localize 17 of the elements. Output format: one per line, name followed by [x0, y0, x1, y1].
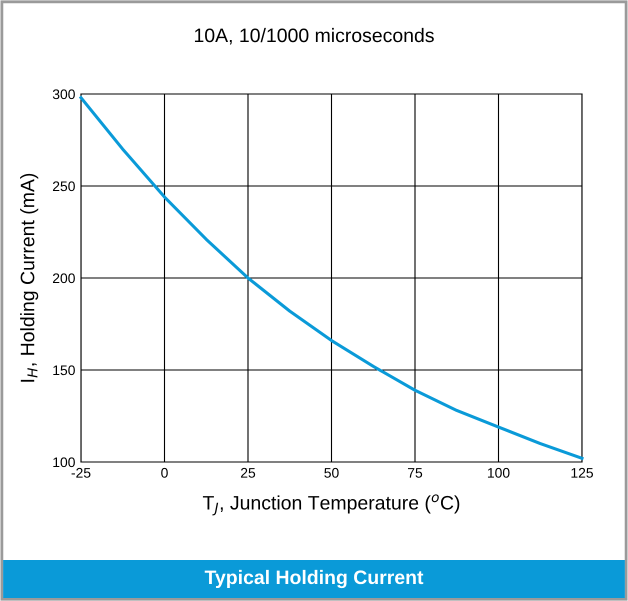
y-tick-label: 250: [52, 181, 75, 192]
y-tick-label: 150: [53, 365, 75, 376]
chart-subtitle: 10A, 10/1000 microseconds: [194, 28, 434, 45]
x-tick-label: 125: [571, 468, 594, 478]
y-tick-label: 200: [52, 273, 75, 284]
x-tick-label: 50: [324, 468, 339, 478]
y-tick-label: 100: [53, 457, 75, 468]
line-series: [79, 96, 584, 460]
x-axis-title: T$_{J}$, Junction Temperature ($^{o}$C): [202, 494, 460, 516]
text: Typical Holding Current: [204, 570, 424, 588]
y-tick-label: 300: [52, 89, 75, 100]
y-axis-title: I$_{H}$, Holding Current (mA): [20, 174, 38, 382]
x-tick-label: 75: [408, 468, 422, 478]
x-tick-label: 25: [240, 468, 256, 478]
x-tick-label: 100: [488, 468, 510, 478]
x-tick-label: 0: [161, 468, 168, 478]
x-tick-label: -25: [72, 468, 90, 478]
